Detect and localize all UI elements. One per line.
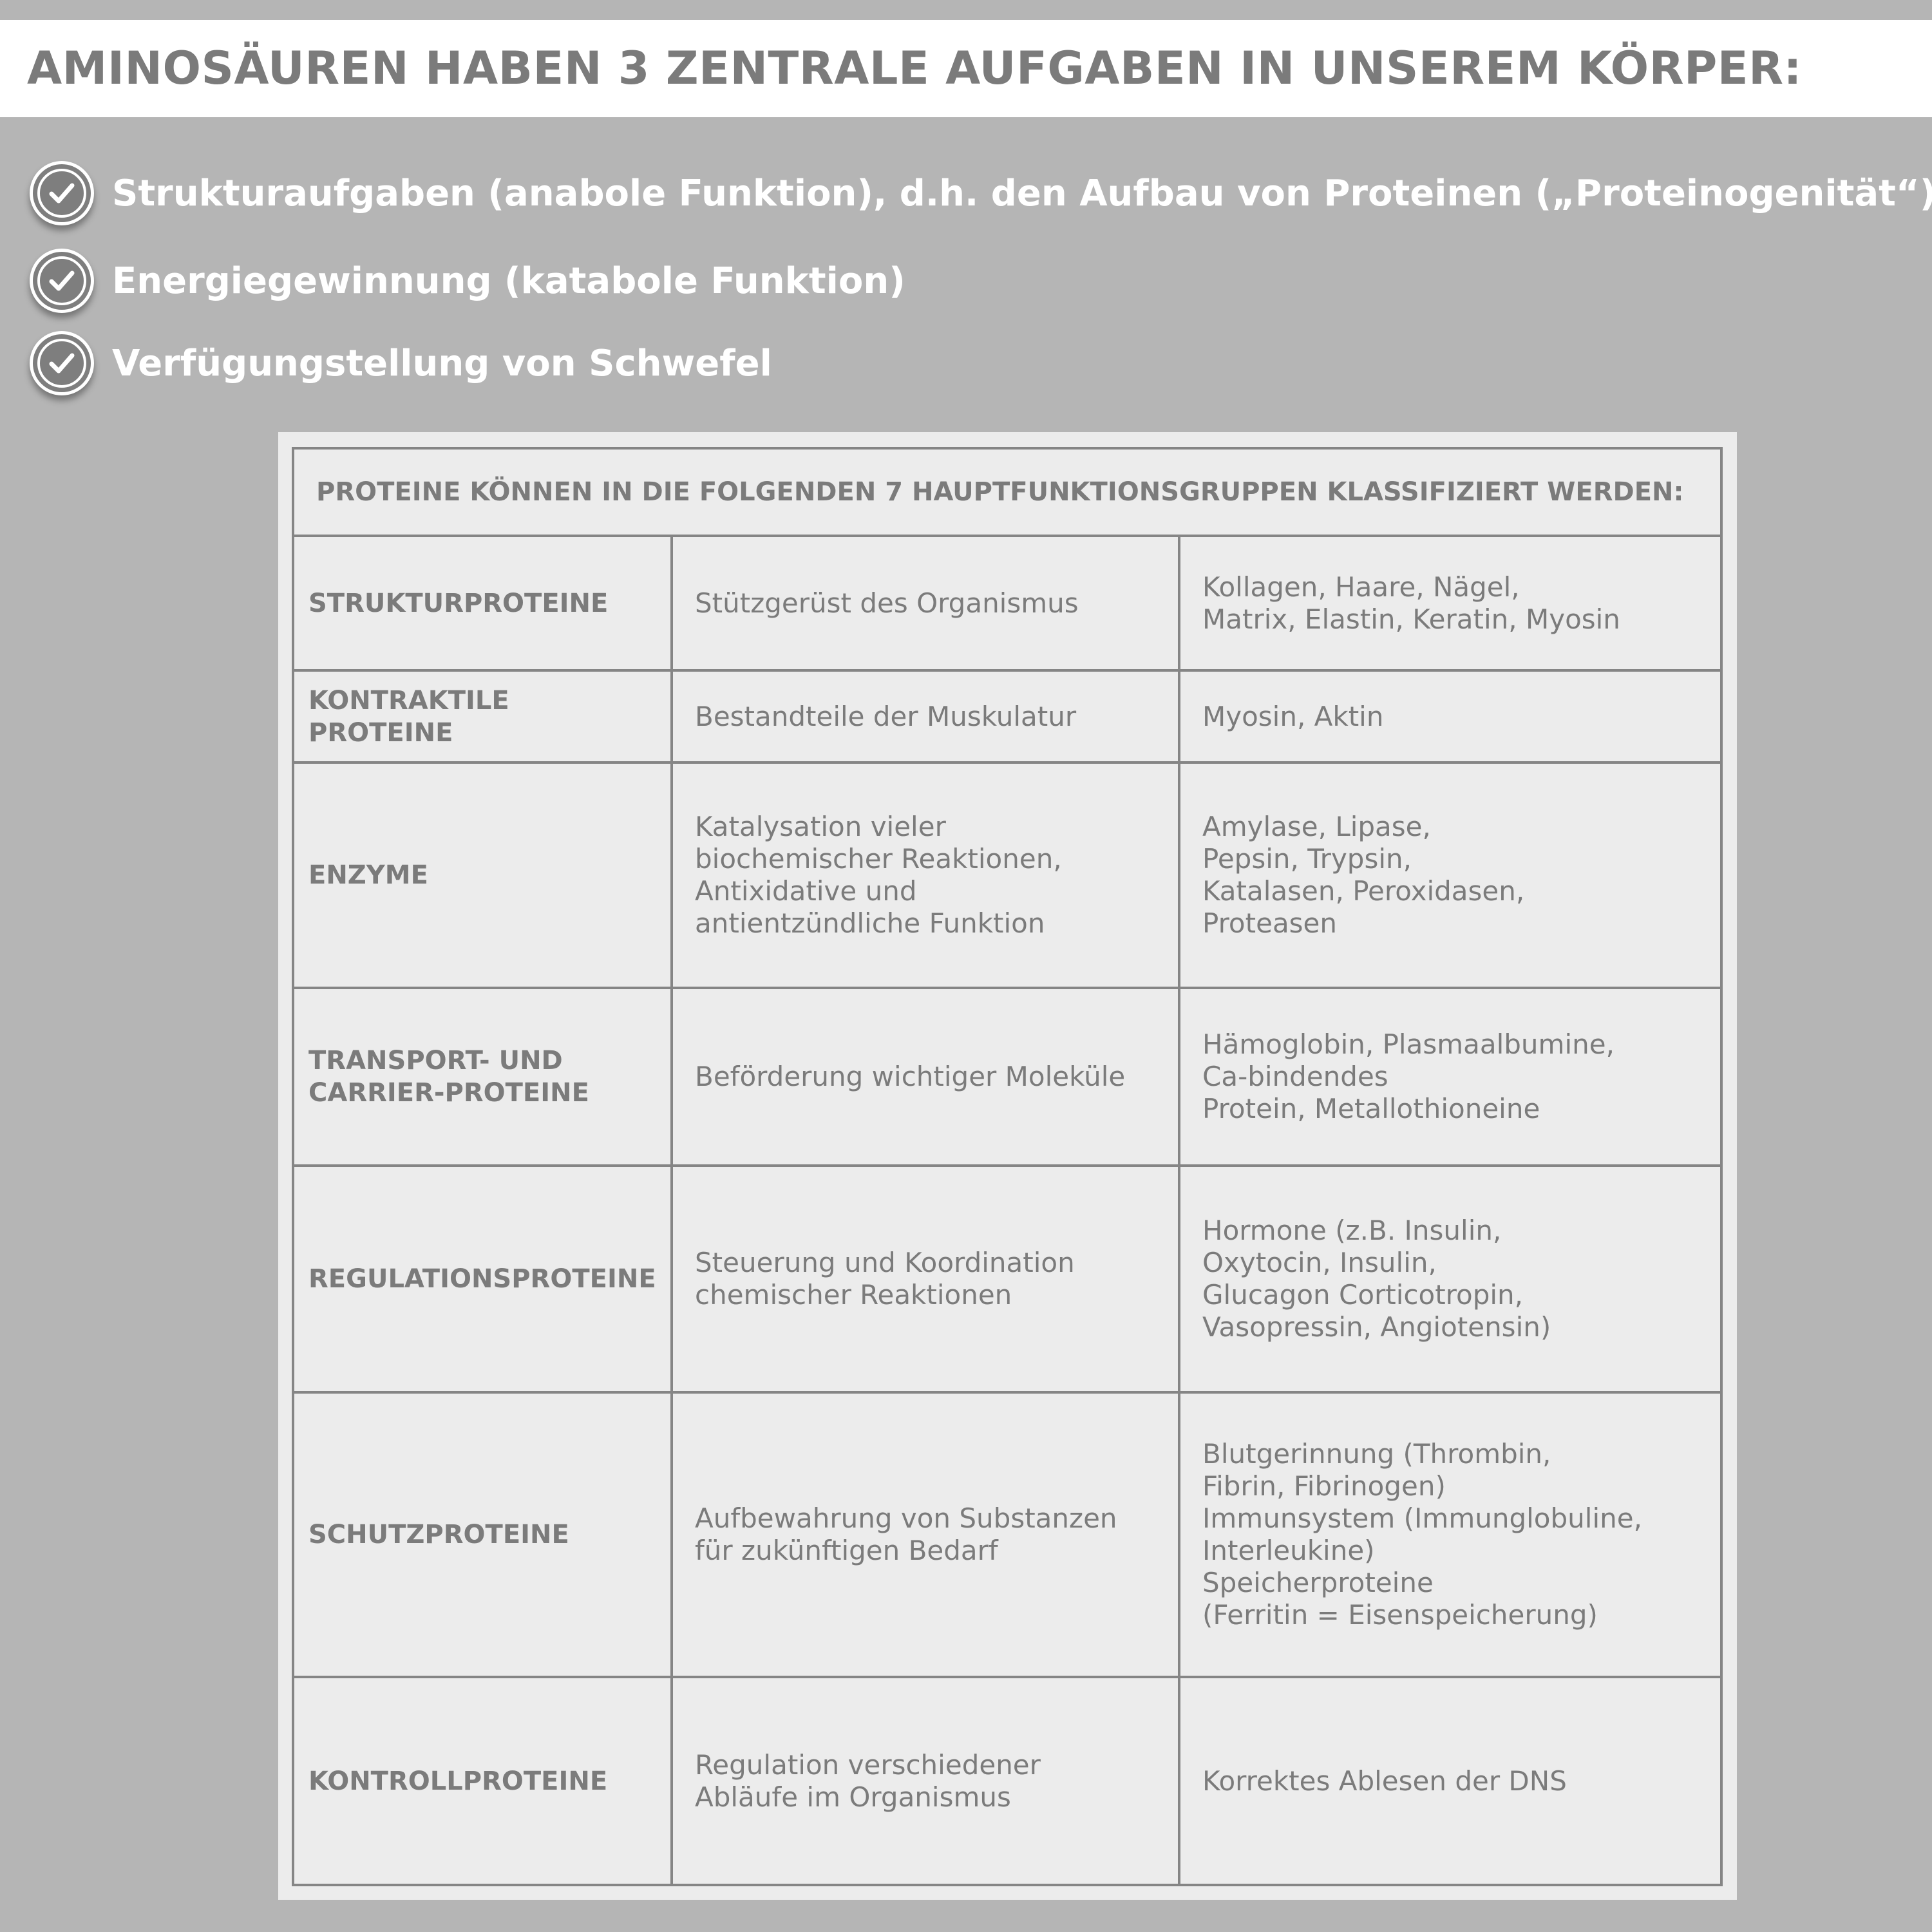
cell-line: Immunsystem (Immunglobuline, [1202, 1502, 1642, 1534]
table-row: KONTRAKTILE PROTEINE Bestandteile der Mus… [292, 669, 1723, 764]
check-circle-icon [30, 161, 94, 225]
cell-line: Fibrin, Fibrinogen) [1202, 1470, 1446, 1502]
function-cell: Beförderung wichtiger Moleküle [670, 987, 1180, 1167]
group-cell: SCHUTZPROTEINE [292, 1391, 673, 1678]
bullet-item: Energiegewinnung (katabole Funktion) [30, 249, 905, 313]
cell-line: Ca-bindendes [1202, 1061, 1388, 1092]
cell-line: antientzündliche Funktion [695, 907, 1045, 939]
cell-line: Blutgerinnung (Thrombin, [1202, 1438, 1551, 1470]
examples-cell: Blutgerinnung (Thrombin, Fibrin, Fibrinog… [1178, 1391, 1723, 1678]
cell-line: Hormone (z.B. Insulin, [1202, 1215, 1502, 1246]
bullet-text: Verfügungstellung von Schwefel [112, 342, 772, 384]
group-cell: TRANSPORT- UND CARRIER-PROTEINE [292, 987, 673, 1167]
group-cell: ENZYME [292, 761, 673, 989]
cell-line: Stützgerüst des Organismus [695, 587, 1079, 619]
function-cell: Bestandteile der Muskulatur [670, 669, 1180, 764]
examples-cell: Hämoglobin, Plasmaalbumine, Ca-bindendes P… [1178, 987, 1723, 1167]
cell-line: Korrektes Ablesen der DNS [1202, 1765, 1567, 1797]
cell-line: Amylase, Lipase, [1202, 811, 1431, 842]
cell-line: Beförderung wichtiger Moleküle [695, 1061, 1126, 1092]
cell-line: Abläufe im Organismus [695, 1781, 1011, 1813]
cell-line: Myosin, Aktin [1202, 700, 1384, 732]
bullet-text: Strukturaufgaben (anabole Funktion), d.h… [112, 172, 1932, 214]
cell-line: KONTROLLPROTEINE [308, 1766, 608, 1796]
group-cell: REGULATIONSPROTEINE [292, 1164, 673, 1394]
function-cell: Stützgerüst des Organismus [670, 535, 1180, 672]
examples-cell: Amylase, Lipase, Pepsin, Trypsin, Katalase… [1178, 761, 1723, 989]
page-title: AMINOSÄUREN HABEN 3 ZENTRALE AUFGABEN IN… [27, 42, 1803, 95]
cell-line: biochemischer Reaktionen, [695, 843, 1062, 875]
cell-line: Hämoglobin, Plasmaalbumine, [1202, 1028, 1615, 1060]
cell-line: CARRIER-PROTEINE [308, 1078, 589, 1108]
cell-line: Vasopressin, Angiotensin) [1202, 1311, 1551, 1343]
table-row: SCHUTZPROTEINE Aufbewahrung von Substanze… [292, 1391, 1723, 1678]
bullet-item: Strukturaufgaben (anabole Funktion), d.h… [30, 161, 1932, 225]
examples-cell: Hormone (z.B. Insulin, Oxytocin, Insulin,… [1178, 1164, 1723, 1394]
cell-line: Matrix, Elastin, Keratin, Myosin [1202, 603, 1620, 635]
group-cell: KONTRAKTILE PROTEINE [292, 669, 673, 764]
cell-line: Protein, Metallothioneine [1202, 1093, 1540, 1124]
examples-cell: Korrektes Ablesen der DNS [1178, 1676, 1723, 1886]
examples-cell: Myosin, Aktin [1178, 669, 1723, 764]
cell-line: TRANSPORT- UND [308, 1046, 563, 1075]
cell-line: Oxytocin, Insulin, [1202, 1247, 1437, 1278]
examples-cell: Kollagen, Haare, Nägel, Matrix, Elastin, … [1178, 535, 1723, 672]
title-band: AMINOSÄUREN HABEN 3 ZENTRALE AUFGABEN IN… [0, 20, 1932, 117]
cell-line: SCHUTZPROTEINE [308, 1520, 569, 1549]
table-header: PROTEINE KÖNNEN IN DIE FOLGENDEN 7 HAUPT… [292, 447, 1723, 537]
group-cell: STRUKTURPROTEINE [292, 535, 673, 672]
cell-line: STRUKTURPROTEINE [308, 588, 609, 618]
cell-line: Steuerung und Koordination [695, 1247, 1075, 1278]
table-header-row: PROTEINE KÖNNEN IN DIE FOLGENDEN 7 HAUPT… [292, 447, 1723, 537]
bullet-item: Verfügungstellung von Schwefel [30, 331, 772, 395]
cell-line: KONTRAKTILE PROTEINE [308, 685, 509, 748]
cell-line: ENZYME [308, 860, 428, 890]
table-panel: PROTEINE KÖNNEN IN DIE FOLGENDEN 7 HAUPT… [278, 432, 1737, 1900]
cell-line: Interleukine) [1202, 1535, 1375, 1566]
cell-line: Glucagon Corticotropin, [1202, 1279, 1524, 1311]
bullet-text: Energiegewinnung (katabole Funktion) [112, 260, 905, 302]
group-cell: KONTROLLPROTEINE [292, 1676, 673, 1886]
cell-line: Katalasen, Peroxidasen, [1202, 875, 1525, 907]
table-row: ENZYME Katalysation vieler biochemischer R… [292, 761, 1723, 989]
function-cell: Katalysation vieler biochemischer Reaktio… [670, 761, 1180, 989]
table-row: TRANSPORT- UND CARRIER-PROTEINE Beförderun… [292, 987, 1723, 1167]
function-cell: Steuerung und Koordination chemischer Rea… [670, 1164, 1180, 1394]
table-row: STRUKTURPROTEINE Stützgerüst des Organism… [292, 535, 1723, 672]
check-circle-icon [30, 331, 94, 395]
function-cell: Aufbewahrung von Substanzen für zukünftig… [670, 1391, 1180, 1678]
table-row: REGULATIONSPROTEINE Steuerung und Koordin… [292, 1164, 1723, 1394]
function-cell: Regulation verschiedener Abläufe im Organ… [670, 1676, 1180, 1886]
cell-line: Proteasen [1202, 907, 1338, 939]
table-row: KONTROLLPROTEINE Regulation verschiedener… [292, 1676, 1723, 1886]
cell-line: Regulation verschiedener [695, 1748, 1041, 1781]
cell-line: REGULATIONSPROTEINE [308, 1264, 656, 1294]
cell-line: Speicherproteine [1202, 1567, 1434, 1598]
cell-line: Kollagen, Haare, Nägel, [1202, 571, 1520, 603]
protein-groups-table: PROTEINE KÖNNEN IN DIE FOLGENDEN 7 HAUPT… [292, 447, 1723, 1886]
cell-line: für zukünftigen Bedarf [695, 1535, 998, 1566]
cell-line: Aufbewahrung von Substanzen [695, 1502, 1117, 1534]
cell-line: Pepsin, Trypsin, [1202, 843, 1412, 875]
cell-line: chemischer Reaktionen [695, 1279, 1012, 1311]
cell-line: Bestandteile der Muskulatur [695, 700, 1077, 732]
cell-line: Antixidative und [695, 875, 917, 907]
check-circle-icon [30, 249, 94, 313]
cell-line: Katalysation vieler [695, 811, 946, 842]
cell-line: (Ferritin = Eisenspeicherung) [1202, 1599, 1598, 1631]
